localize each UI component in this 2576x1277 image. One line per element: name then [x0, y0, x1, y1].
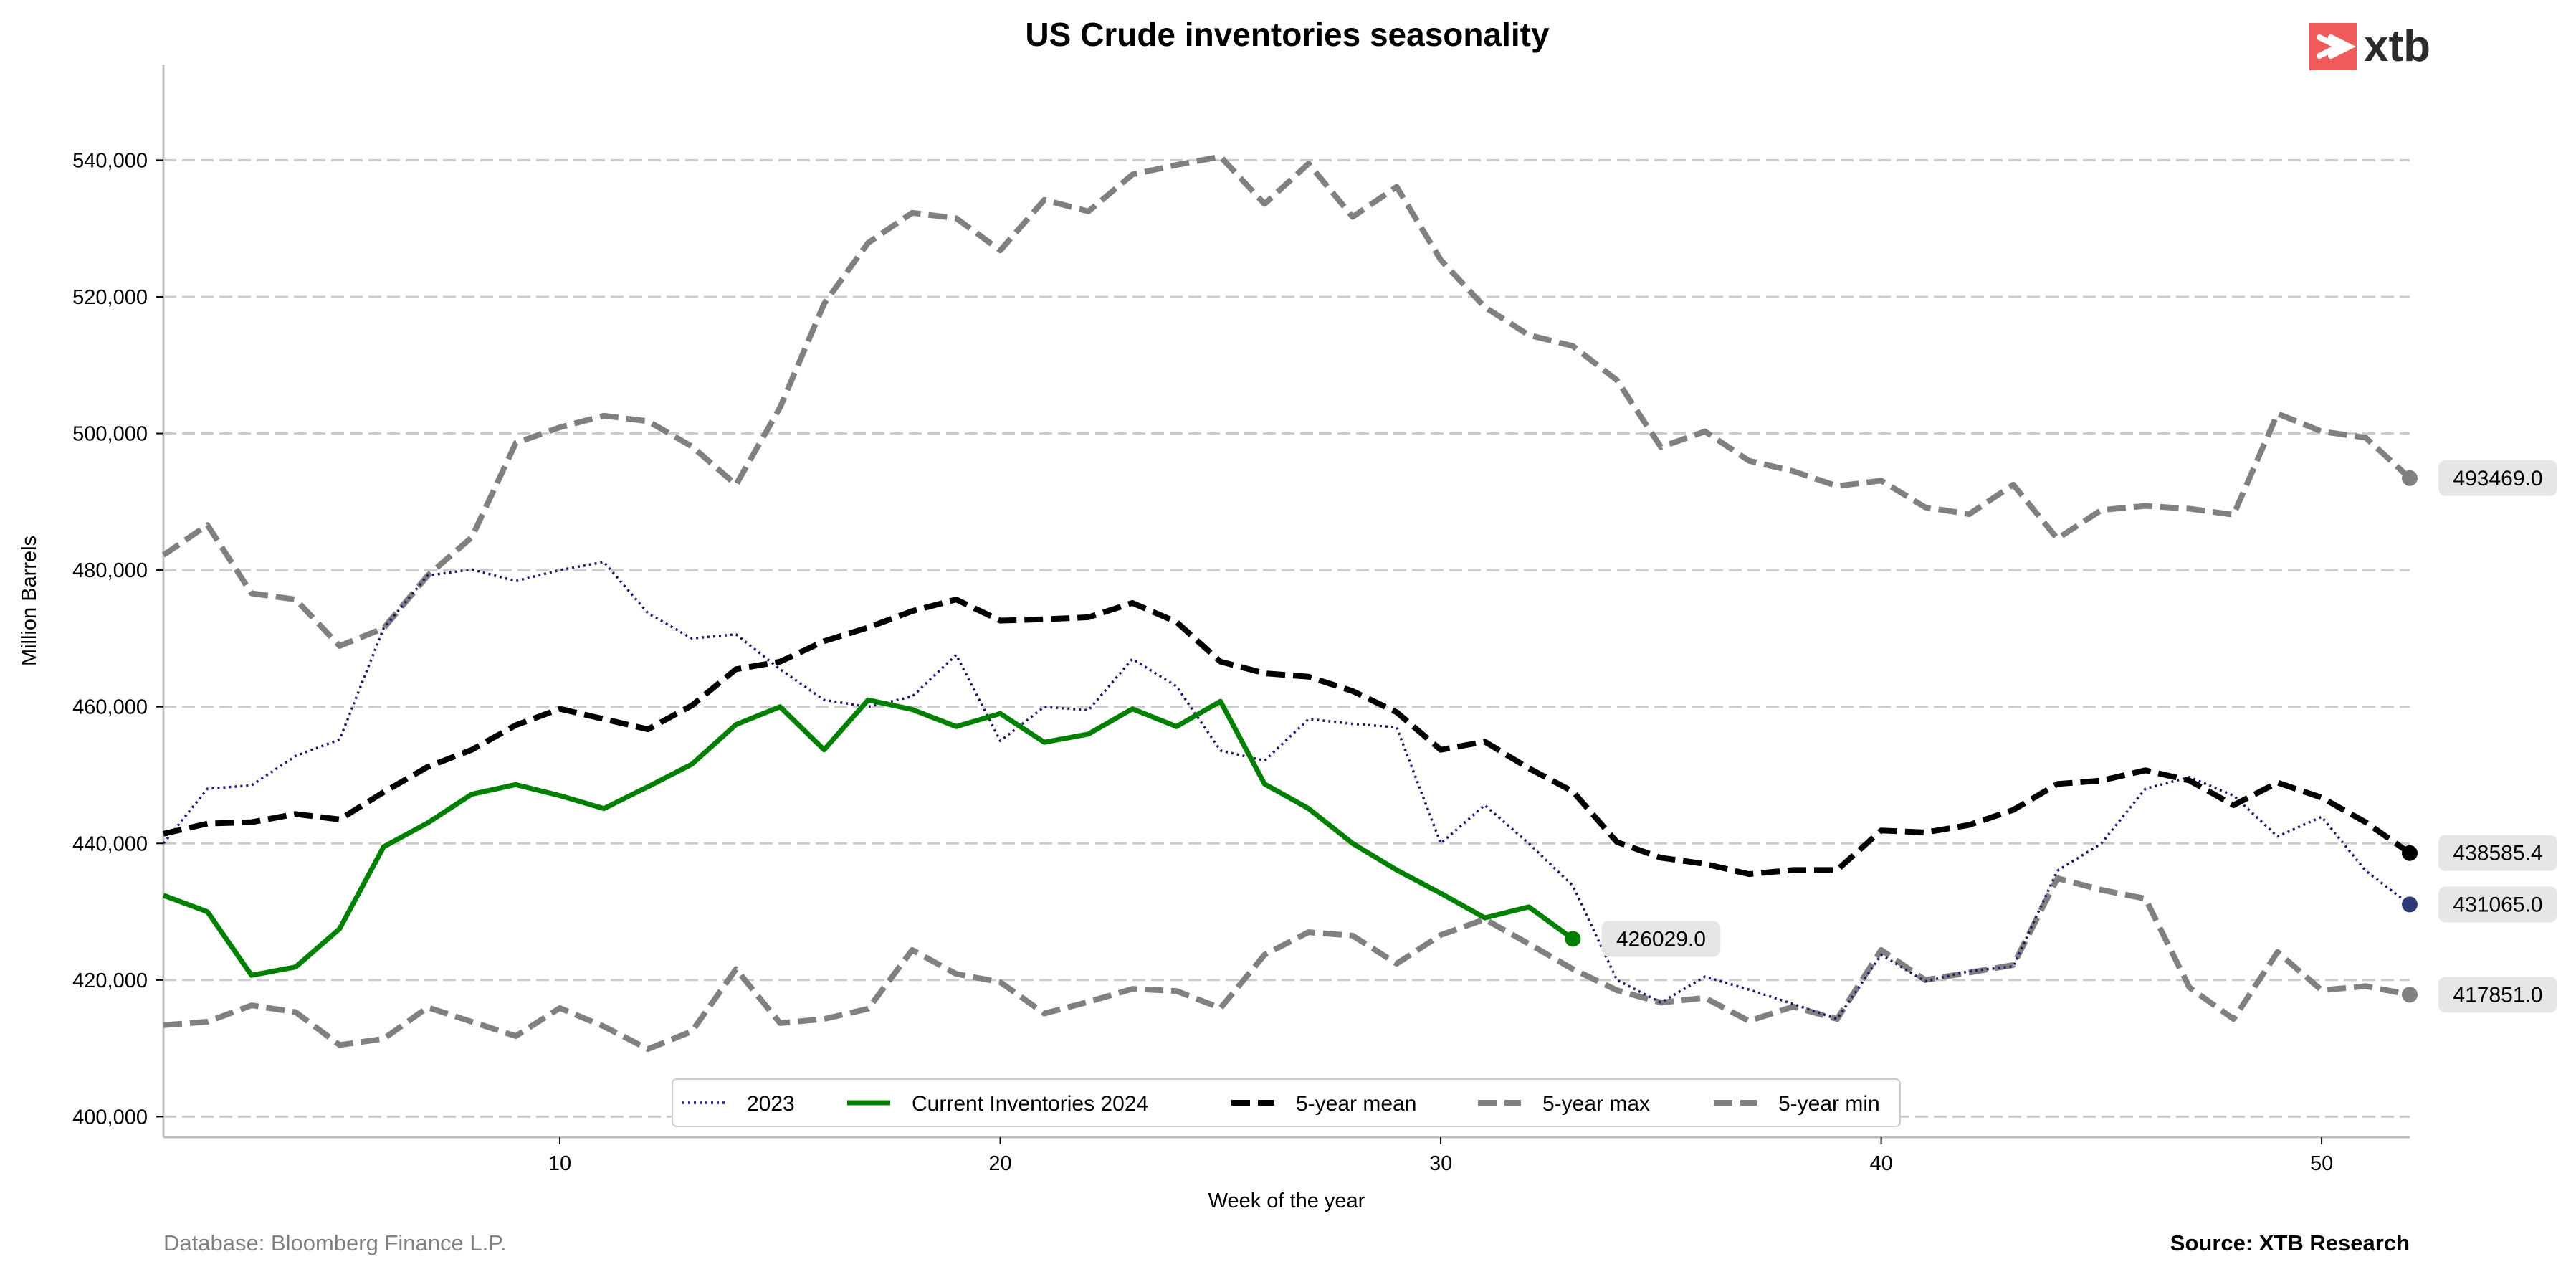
end-marker-2023: [2402, 896, 2418, 913]
x-tick-label: 50: [2310, 1152, 2333, 1175]
x-tick-label: 40: [1869, 1152, 1892, 1175]
end-label-5-year-mean: 438585.4: [2453, 842, 2542, 865]
end-label-box-5-year-min: [2438, 977, 2557, 1013]
x-tick-label: 30: [1429, 1152, 1452, 1175]
end-marker-current-inventories-2024: [1565, 931, 1581, 947]
end-label-box-5-year-max: [2438, 460, 2557, 496]
xtb-logo-text: xtb: [2364, 22, 2430, 71]
end-marker-5-year-min: [2402, 987, 2418, 1003]
x-axis-label: Week of the year: [1208, 1190, 1365, 1212]
gridlines: [163, 158, 2410, 1118]
x-axis-ticks: 10 20 30 40 50: [548, 1137, 2333, 1175]
y-tick-label: 540,000: [72, 149, 148, 172]
end-label-2023: 431065.0: [2453, 893, 2542, 916]
end-label-5-year-min: 417851.0: [2453, 983, 2542, 1007]
series-line-2023: [162, 560, 2411, 1020]
legend-label-5-year-mean: 5-year mean: [1296, 1092, 1416, 1116]
end-marker-5-year-max: [2402, 470, 2418, 486]
axes: [162, 65, 2410, 1139]
legend-label-current-inventories-2024: Current Inventories 2024: [912, 1092, 1148, 1116]
y-tick-label: 500,000: [72, 423, 148, 446]
end-marker-5-year-mean: [2402, 845, 2418, 861]
series-lines: [161, 153, 2412, 1053]
y-tick-label: 520,000: [72, 286, 148, 309]
end-label-box-5-year-mean: [2438, 835, 2557, 871]
y-axis-ticks: 400,000 420,000 440,000 460,000 480,000 500,0…: [72, 149, 163, 1129]
legend-box: [672, 1078, 1901, 1127]
chart-title: US Crude inventories seasonality: [1025, 16, 1550, 53]
series-line-5-year-min: [163, 875, 2410, 1053]
end-label-box-current-inventories-2024: [1601, 921, 1721, 957]
end-value-labels: 431065.0 426029.0 438585.4 493469.0 417851.0: [1565, 460, 2557, 1013]
series-line-5-year-max: [161, 153, 2412, 649]
legend: 2023 Current Inventories 2024 5-year mean 5…: [672, 1078, 1901, 1127]
footer-source: Source: XTB Research: [2170, 1230, 2410, 1255]
x-tick-label: 20: [988, 1152, 1011, 1175]
series-line-current-inventories-2024: [162, 697, 1575, 978]
y-tick-label: 480,000: [72, 559, 148, 582]
end-label-current-inventories-2024: 426029.0: [1616, 927, 1706, 951]
end-label-5-year-max: 493469.0: [2453, 467, 2542, 490]
legend-label-2023: 2023: [747, 1092, 795, 1116]
y-tick-label: 400,000: [72, 1106, 148, 1129]
y-tick-label: 440,000: [72, 832, 148, 855]
xtb-logo-x-glyph: [2317, 34, 2356, 59]
y-axis-label: Million Barrels: [18, 536, 41, 666]
y-tick-label: 420,000: [72, 969, 148, 992]
legend-label-5-year-min: 5-year min: [1778, 1092, 1880, 1116]
legend-label-5-year-max: 5-year max: [1542, 1092, 1650, 1116]
footer-database: Database: Bloomberg Finance L.P.: [163, 1230, 507, 1255]
y-tick-label: 460,000: [72, 696, 148, 719]
x-tick-label: 10: [548, 1152, 571, 1175]
series-line-5-year-mean: [163, 597, 2412, 878]
xtb-logo: xtb: [2309, 22, 2430, 71]
end-label-box-2023: [2438, 886, 2557, 923]
